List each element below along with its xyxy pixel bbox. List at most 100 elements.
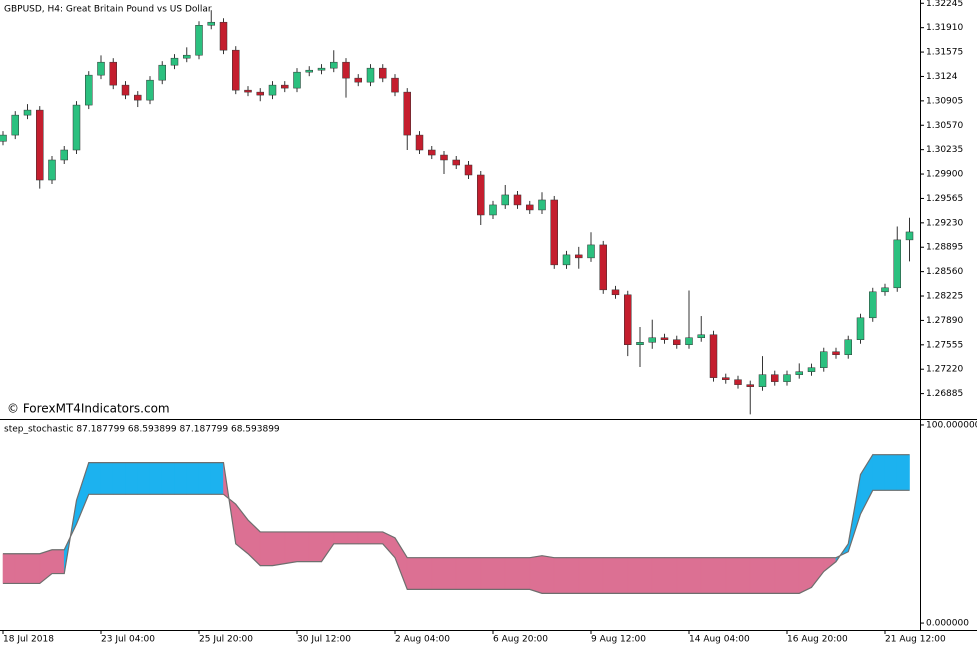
candle-body <box>97 61 105 76</box>
candle-body <box>550 199 558 266</box>
x-tick-label: 16 Aug 20:00 <box>787 635 848 645</box>
band-segment <box>737 557 751 594</box>
candle-body <box>562 254 571 266</box>
candle-body <box>317 67 326 71</box>
candle-body <box>232 49 240 91</box>
y-tick-label: 1.28225 <box>926 292 963 302</box>
chart-title: GBPUSD, H4: Great Britain Pound vs US Do… <box>4 5 212 15</box>
candle-body <box>391 77 399 93</box>
y-tick-label: 1.28895 <box>926 243 963 253</box>
band-segment <box>541 555 555 594</box>
band-segment <box>725 557 739 594</box>
band-segment <box>492 557 506 590</box>
candle-body <box>673 339 681 345</box>
band-segment <box>100 462 114 495</box>
x-tick-label: 18 Jul 2018 <box>3 635 54 645</box>
band-segment <box>174 462 188 495</box>
candle-body <box>513 194 522 206</box>
band-segment <box>774 557 788 594</box>
candle-body <box>440 154 448 161</box>
band-segment <box>529 555 543 594</box>
candle-body <box>109 61 117 86</box>
band-segment <box>627 557 641 594</box>
candle-body <box>146 79 154 101</box>
candle-body <box>36 109 44 181</box>
x-tick-label: 9 Aug 12:00 <box>591 635 646 645</box>
candle-body <box>121 84 130 96</box>
candle-body <box>820 351 828 368</box>
band-segment <box>664 557 678 594</box>
candle-body <box>489 204 497 216</box>
candle-body <box>60 149 68 161</box>
band-segment <box>272 531 286 566</box>
candle-body <box>881 287 889 293</box>
y-tick-label: 1.27555 <box>926 340 963 350</box>
band-segment <box>468 557 482 590</box>
candle-body <box>11 114 19 136</box>
candle-body <box>709 334 718 378</box>
candle-body <box>685 337 693 345</box>
y-tick-label: 1.31575 <box>926 48 963 58</box>
candle-body <box>195 25 203 56</box>
candle-body <box>636 342 644 345</box>
indicator-title: step_stochastic 87.187799 68.593899 87.1… <box>4 425 280 435</box>
candle-body <box>403 91 411 136</box>
candle-body <box>415 134 424 151</box>
band-segment <box>688 557 702 594</box>
band-segment <box>749 557 763 594</box>
band-segment <box>786 557 800 594</box>
y-tick-label: 1.30235 <box>926 145 963 155</box>
candle-body <box>722 377 730 380</box>
band-segment <box>296 531 310 562</box>
band-segment <box>308 531 322 562</box>
y-tick-label: 1.29230 <box>926 218 963 228</box>
candle-body <box>611 289 620 296</box>
band-segment <box>504 557 518 590</box>
candle-body <box>783 374 791 382</box>
band-segment <box>149 462 163 495</box>
candle-body <box>268 84 277 96</box>
band-segment <box>443 557 457 590</box>
candle-body <box>734 379 742 385</box>
y-tick-label: 1.26885 <box>926 389 963 399</box>
band-segment <box>210 462 224 495</box>
candle-body <box>366 67 375 83</box>
candle-body <box>219 21 228 51</box>
band-segment <box>615 557 629 594</box>
candle-body <box>807 367 816 372</box>
y-tick-label: 1.3124 <box>926 72 958 82</box>
band-segment <box>112 462 126 495</box>
band-segment <box>651 557 665 594</box>
candle-body <box>183 54 191 59</box>
candle-body <box>587 244 595 259</box>
x-tick-label: 14 Aug 04:00 <box>689 635 750 645</box>
band-segment <box>676 557 690 594</box>
band-segment <box>884 454 898 491</box>
band-segment <box>639 557 653 594</box>
candle-body <box>758 374 767 387</box>
band-segment <box>198 462 212 495</box>
band-segment <box>455 557 469 590</box>
watermark: © ForexMT4Indicators.com <box>7 402 170 416</box>
band-segment <box>333 531 347 545</box>
y-tick-label: 1.28560 <box>926 267 963 277</box>
candle-body <box>832 351 840 355</box>
x-tick-label: 30 Jul 12:00 <box>297 635 351 645</box>
band-segment <box>590 557 604 594</box>
candle-body <box>795 371 803 375</box>
band-segment <box>161 462 175 495</box>
candle-body <box>379 67 387 79</box>
candle-body <box>342 61 350 79</box>
y-tick-label: 1.27890 <box>926 316 963 326</box>
candle-body <box>72 104 81 151</box>
band-segment <box>602 557 616 594</box>
band-segment <box>553 557 567 594</box>
candle-body <box>293 71 301 89</box>
band-segment <box>419 557 433 590</box>
candle-body <box>305 69 313 73</box>
y-tick-label: 0.000000 <box>926 619 969 629</box>
band-segment <box>872 454 886 491</box>
band-segment <box>517 557 531 590</box>
y-tick-label: 1.30570 <box>926 121 963 131</box>
